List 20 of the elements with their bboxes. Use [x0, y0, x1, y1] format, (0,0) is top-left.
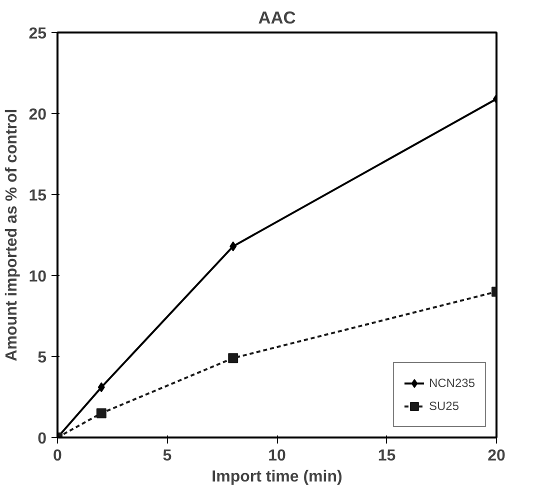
y-tick-label: 20 — [28, 106, 47, 124]
x-tick-label: 10 — [268, 448, 286, 464]
y-tick-label: 0 — [38, 430, 47, 448]
y-tick-label: 5 — [38, 350, 47, 366]
point — [230, 241, 237, 252]
y-axis-title: Amount imported as % of control — [4, 108, 21, 362]
point — [96, 408, 106, 418]
y-tick-label: 15 — [28, 188, 47, 204]
x-tick-label: 20 — [488, 448, 506, 464]
chart-title: AAC — [258, 8, 296, 28]
x-axis-title: Import time (min) — [212, 468, 342, 486]
point — [228, 353, 238, 364]
x-tick-label: 15 — [378, 448, 396, 464]
x-tick-label: 5 — [162, 448, 172, 464]
legend-label: SU25 — [428, 399, 459, 413]
point — [98, 382, 105, 392]
y-tick-label: 25 — [28, 26, 47, 42]
x-tick-label: 0 — [53, 448, 62, 464]
y-tick-label: 10 — [28, 268, 47, 286]
legend-label: NCN235 — [428, 376, 475, 390]
